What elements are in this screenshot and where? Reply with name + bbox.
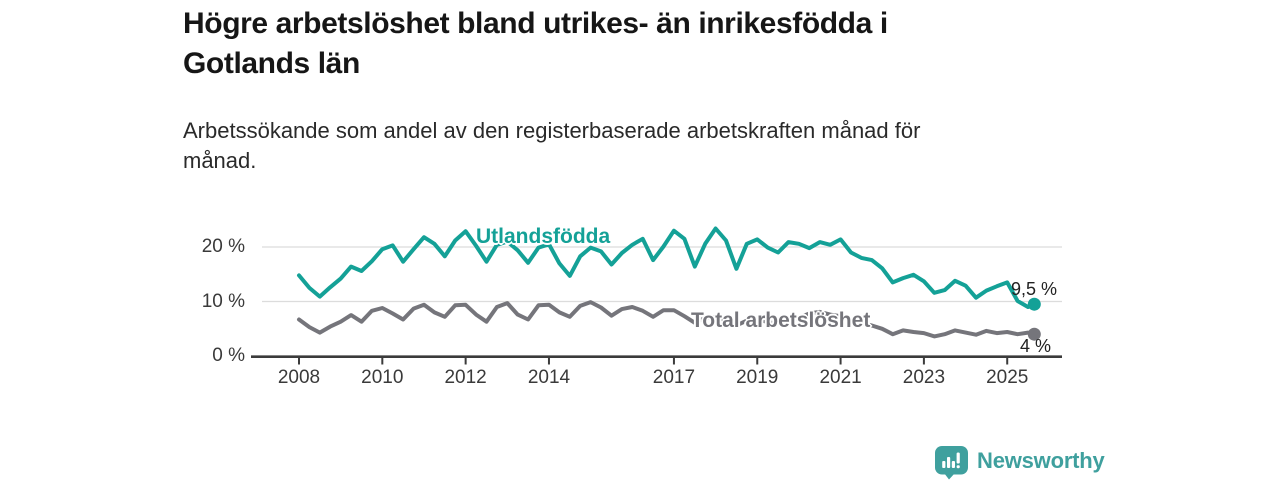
- x-axis-label: 2023: [902, 367, 946, 388]
- y-axis-label: 0 %: [212, 345, 245, 366]
- chart-subtitle: Arbetssökande som andel av den registerb…: [183, 118, 921, 173]
- y-axis-label: 20 %: [201, 236, 245, 258]
- series-label-total-arbetsloshet: Total arbetslöshet: [691, 309, 871, 332]
- end-value-label-utlandsfodda: 9,5 %: [1011, 279, 1058, 299]
- x-axis-label: 2014: [527, 367, 571, 388]
- page-title: Högre arbetslöshet bland utrikes- än inr…: [183, 7, 888, 80]
- newsworthy-bar-chart-icon: [935, 446, 968, 480]
- newsworthy-wordmark: Newsworthy: [977, 448, 1105, 473]
- series-label-utlandsfodda: Utlandsfödda: [476, 225, 611, 248]
- newsworthy-logo: Newsworthy: [935, 446, 1105, 480]
- x-axis-label: 2019: [736, 367, 779, 388]
- x-axis-label: 2021: [819, 367, 862, 388]
- y-axis-label: 10 %: [201, 290, 245, 312]
- x-axis-label: 2008: [277, 367, 321, 388]
- x-axis-label: 2012: [444, 367, 487, 388]
- x-axis-label: 2010: [361, 367, 404, 388]
- x-axis-label: 2017: [652, 367, 696, 388]
- x-axis-label: 2025: [986, 367, 1029, 388]
- end-value-label-total: 4 %: [1020, 336, 1052, 356]
